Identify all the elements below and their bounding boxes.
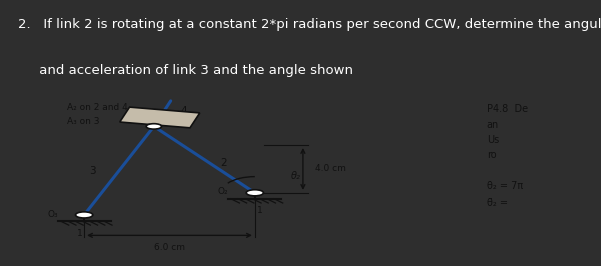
Text: 1: 1 — [76, 229, 82, 238]
Text: an: an — [487, 120, 499, 130]
Text: P4.8  De: P4.8 De — [487, 104, 528, 114]
Text: 1: 1 — [257, 206, 263, 215]
Text: O₂: O₂ — [218, 188, 228, 197]
Text: and acceleration of link 3 and the angle shown: and acceleration of link 3 and the angle… — [18, 64, 353, 77]
Text: θ₂: θ₂ — [291, 171, 300, 181]
Text: θ̇₂ = 7π: θ̇₂ = 7π — [487, 181, 523, 191]
Text: 4.0 cm: 4.0 cm — [315, 164, 346, 173]
Text: ro: ro — [487, 150, 496, 160]
Text: A₃ on 3: A₃ on 3 — [67, 117, 100, 126]
Text: Us: Us — [487, 135, 499, 145]
Polygon shape — [120, 107, 200, 128]
Text: 2.   If link 2 is rotating at a constant 2*pi radians per second CCW, determine : 2. If link 2 is rotating at a constant 2… — [18, 18, 601, 31]
Circle shape — [246, 190, 263, 196]
Circle shape — [146, 124, 162, 129]
Text: A₂ on 2 and 4: A₂ on 2 and 4 — [67, 103, 128, 112]
Text: 6.0 cm: 6.0 cm — [154, 243, 185, 252]
Text: O₃: O₃ — [47, 210, 58, 219]
Circle shape — [76, 212, 93, 218]
Text: θ̈₂ =: θ̈₂ = — [487, 198, 508, 208]
Text: 2: 2 — [220, 158, 227, 168]
Text: 3: 3 — [89, 166, 96, 176]
Text: 4: 4 — [181, 106, 188, 116]
